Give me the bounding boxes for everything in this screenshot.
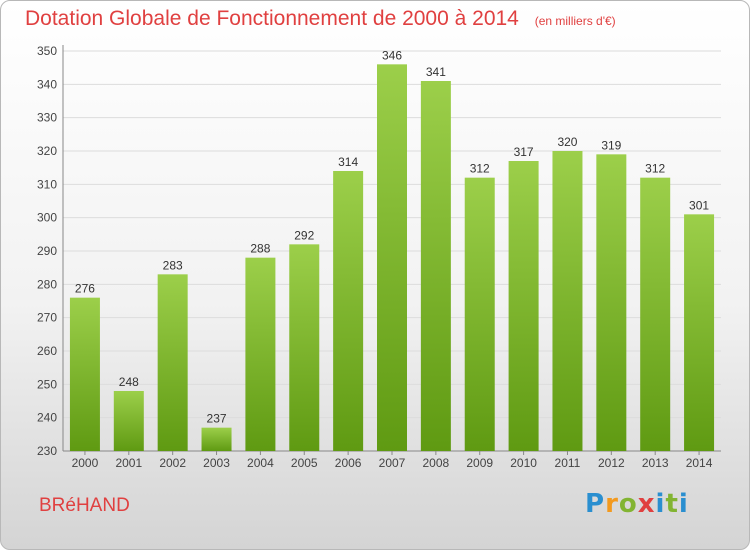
bar-2010: [508, 161, 539, 451]
y-tick-label: 260: [37, 344, 57, 358]
x-tick-label: 2002: [159, 456, 186, 470]
data-label: 319: [601, 138, 621, 152]
bar-2002: [157, 274, 188, 451]
data-label: 312: [645, 162, 665, 176]
x-tick-label: 2010: [510, 456, 537, 470]
commune-name: BRéHAND: [39, 495, 130, 516]
y-tick-label: 300: [37, 211, 57, 225]
x-tick-label: 2012: [598, 456, 625, 470]
data-label: 317: [514, 145, 534, 159]
title-text: Dotation Globale de Fonctionnement de 20…: [25, 7, 519, 30]
x-tick-label: 2003: [203, 456, 230, 470]
x-tick-label: 2013: [642, 456, 669, 470]
x-tick-label: 2004: [247, 456, 274, 470]
data-label: 237: [207, 412, 227, 426]
unit-label: (en milliers d'€): [534, 14, 616, 28]
y-tick-label: 350: [37, 44, 57, 58]
x-tick-label: 2005: [291, 456, 318, 470]
chart-title: Dotation Globale de Fonctionnement de 20…: [25, 7, 616, 31]
bar-2001: [113, 391, 144, 451]
bar-2014: [684, 214, 715, 451]
bar-2004: [245, 257, 276, 451]
bar-2006: [333, 171, 364, 451]
x-tick-label: 2008: [423, 456, 450, 470]
y-tick-label: 320: [37, 144, 57, 158]
y-tick-label: 340: [37, 77, 57, 91]
y-tick-label: 280: [37, 277, 57, 291]
y-tick-label: 230: [37, 444, 57, 458]
x-tick-label: 2011: [555, 456, 581, 470]
bar-2008: [420, 81, 451, 451]
bar-2009: [464, 177, 495, 451]
y-tick-label: 290: [37, 244, 57, 258]
x-tick-label: 2009: [466, 456, 493, 470]
data-label: 283: [163, 258, 183, 272]
x-tick-label: 2000: [72, 456, 99, 470]
y-tick-label: 330: [37, 111, 57, 125]
data-label: 341: [426, 65, 446, 79]
y-tick-label: 310: [37, 177, 57, 191]
y-tick-label: 250: [37, 377, 57, 391]
y-tick-label: 240: [37, 411, 57, 425]
data-label: 248: [119, 375, 139, 389]
bar-2000: [69, 297, 100, 451]
data-label: 276: [75, 282, 95, 296]
data-label: 301: [689, 198, 709, 212]
x-tick-labels: 2000 2001 2002 2003 2004 2005 2006 2007 2008 2009…: [72, 456, 713, 470]
data-label: 288: [250, 242, 270, 256]
bar-2012: [596, 154, 627, 452]
data-label: 314: [338, 155, 358, 169]
proxiti-logo: Proxiti: [585, 489, 689, 519]
data-labels: 276 248 283 237 288 292 314 346 341 312 317 320 319 3…: [75, 48, 709, 425]
bar-2013: [640, 177, 671, 451]
x-tick-label: 2007: [379, 456, 406, 470]
y-tick-labels: 230 240 250 260 270 280 290 300 310 320 330 340 350: [37, 44, 57, 458]
x-tick-label: 2014: [686, 456, 713, 470]
bar-2007: [377, 64, 407, 452]
x-tick-label: 2001: [115, 456, 142, 470]
bars: [69, 64, 715, 452]
data-label: 320: [557, 135, 577, 149]
x-tick-label: 2006: [335, 456, 362, 470]
y-tick-label: 270: [37, 311, 57, 325]
bar-2011: [552, 151, 583, 451]
data-label: 346: [382, 48, 402, 62]
data-label: 312: [470, 162, 490, 176]
bar-2003: [201, 427, 232, 451]
data-label: 292: [294, 228, 314, 242]
bar-2005: [289, 244, 320, 451]
